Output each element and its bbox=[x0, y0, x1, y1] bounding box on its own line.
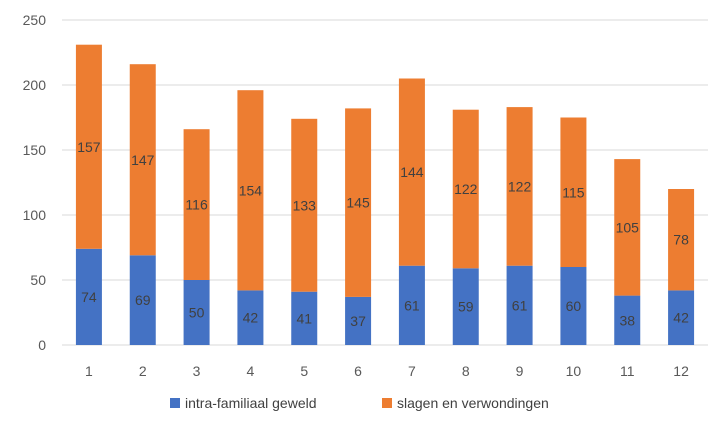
bar-slagen-en-verwondingen-5 bbox=[291, 118, 318, 292]
y-tick-label-0: 0 bbox=[38, 337, 46, 353]
data-label-intra-familiaal-geweld-7: 61 bbox=[404, 297, 420, 313]
bar-slagen-en-verwondingen-9 bbox=[506, 107, 533, 266]
y-tick-label-100: 100 bbox=[23, 207, 47, 223]
x-tick-label-5: 5 bbox=[300, 363, 308, 379]
legend-item-slagen-en-verwondingen-label: slagen en verwondingen bbox=[397, 395, 549, 411]
bar-slagen-en-verwondingen-7 bbox=[398, 78, 425, 266]
bar-intra-familiaal-geweld-9 bbox=[506, 265, 533, 345]
data-label-intra-familiaal-geweld-3: 50 bbox=[189, 305, 205, 321]
data-label-slagen-en-verwondingen-6: 145 bbox=[346, 195, 370, 211]
x-tick-label-8: 8 bbox=[462, 363, 470, 379]
bar-slagen-en-verwondingen-11 bbox=[614, 159, 641, 296]
data-label-slagen-en-verwondingen-4: 154 bbox=[239, 182, 263, 198]
x-tick-label-2: 2 bbox=[139, 363, 147, 379]
data-label-intra-familiaal-geweld-5: 41 bbox=[296, 310, 312, 326]
y-tick-label-50: 50 bbox=[30, 272, 46, 288]
data-label-intra-familiaal-geweld-6: 37 bbox=[350, 313, 366, 329]
bar-slagen-en-verwondingen-2 bbox=[129, 64, 156, 256]
x-tick-label-6: 6 bbox=[354, 363, 362, 379]
bar-slagen-en-verwondingen-12 bbox=[668, 189, 695, 291]
bar-slagen-en-verwondingen-3 bbox=[183, 129, 210, 280]
bar-intra-familiaal-geweld-10 bbox=[560, 267, 587, 345]
bar-intra-familiaal-geweld-7 bbox=[398, 265, 425, 345]
bar-slagen-en-verwondingen-8 bbox=[452, 109, 479, 269]
x-axis-ticks: 1 2 3 4 5 6 7 8 9 10 11 12 bbox=[85, 363, 689, 379]
data-label-intra-familiaal-geweld-2: 69 bbox=[135, 292, 151, 308]
y-tick-label-250: 250 bbox=[23, 12, 47, 28]
data-label-intra-familiaal-geweld-11: 38 bbox=[619, 312, 635, 328]
data-label-intra-familiaal-geweld-8: 59 bbox=[458, 299, 474, 315]
data-label-slagen-en-verwondingen-8: 122 bbox=[454, 181, 478, 197]
legend-item-slagen-en-verwondingen-swatch bbox=[382, 398, 392, 408]
data-label-slagen-en-verwondingen-1: 157 bbox=[77, 139, 101, 155]
bar-intra-familiaal-geweld-3 bbox=[183, 280, 210, 345]
x-tick-label-12: 12 bbox=[673, 363, 689, 379]
data-label-slagen-en-verwondingen-12: 78 bbox=[673, 232, 689, 248]
bar-intra-familiaal-geweld-2 bbox=[129, 255, 156, 345]
x-tick-label-4: 4 bbox=[247, 363, 255, 379]
bars bbox=[75, 44, 695, 345]
data-label-slagen-en-verwondingen-9: 122 bbox=[508, 178, 532, 194]
bar-intra-familiaal-geweld-8 bbox=[452, 268, 479, 345]
y-axis-ticks: 0 50 100 150 200 250 bbox=[23, 12, 47, 353]
legend-item-intra-familiaal-geweld-swatch bbox=[170, 398, 180, 408]
data-label-slagen-en-verwondingen-2: 147 bbox=[131, 152, 155, 168]
y-tick-label-150: 150 bbox=[23, 142, 47, 158]
data-label-slagen-en-verwondingen-5: 133 bbox=[293, 197, 317, 213]
data-label-slagen-en-verwondingen-7: 144 bbox=[400, 164, 424, 180]
bar-slagen-en-verwondingen-10 bbox=[560, 117, 587, 267]
x-tick-label-1: 1 bbox=[85, 363, 93, 379]
x-tick-label-7: 7 bbox=[408, 363, 416, 379]
data-label-slagen-en-verwondingen-11: 105 bbox=[616, 219, 640, 235]
data-label-intra-familiaal-geweld-12: 42 bbox=[673, 310, 689, 326]
x-tick-label-3: 3 bbox=[193, 363, 201, 379]
y-tick-label-200: 200 bbox=[23, 77, 47, 93]
bar-intra-familiaal-geweld-1 bbox=[75, 248, 102, 345]
bar-intra-familiaal-geweld-4 bbox=[237, 290, 264, 345]
data-label-intra-familiaal-geweld-4: 42 bbox=[243, 310, 259, 326]
data-label-intra-familiaal-geweld-1: 74 bbox=[81, 289, 97, 305]
legend-item-intra-familiaal-geweld-label: intra-familiaal geweld bbox=[185, 395, 317, 411]
bar-slagen-en-verwondingen-4 bbox=[237, 90, 264, 291]
x-tick-label-11: 11 bbox=[620, 363, 635, 379]
legend: intra-familiaal geweld slagen en verwondi… bbox=[170, 395, 549, 411]
data-label-intra-familiaal-geweld-10: 60 bbox=[566, 298, 582, 314]
bar-intra-familiaal-geweld-5 bbox=[291, 291, 318, 345]
data-labels: 74 157 69 147 50 116 42 154 41 133 37 145 61 144 59 122… bbox=[77, 139, 689, 329]
gridlines bbox=[62, 19, 708, 346]
bar-slagen-en-verwondingen-6 bbox=[345, 108, 372, 297]
data-label-intra-familiaal-geweld-9: 61 bbox=[512, 297, 528, 313]
bar-intra-familiaal-geweld-12 bbox=[668, 290, 695, 345]
bar-slagen-en-verwondingen-1 bbox=[75, 44, 102, 249]
bar-intra-familiaal-geweld-11 bbox=[614, 295, 641, 345]
bar-intra-familiaal-geweld-6 bbox=[345, 296, 372, 345]
x-tick-label-10: 10 bbox=[566, 363, 582, 379]
data-label-slagen-en-verwondingen-3: 116 bbox=[185, 197, 208, 213]
data-label-slagen-en-verwondingen-10: 115 bbox=[562, 184, 585, 200]
x-tick-label-9: 9 bbox=[516, 363, 524, 379]
